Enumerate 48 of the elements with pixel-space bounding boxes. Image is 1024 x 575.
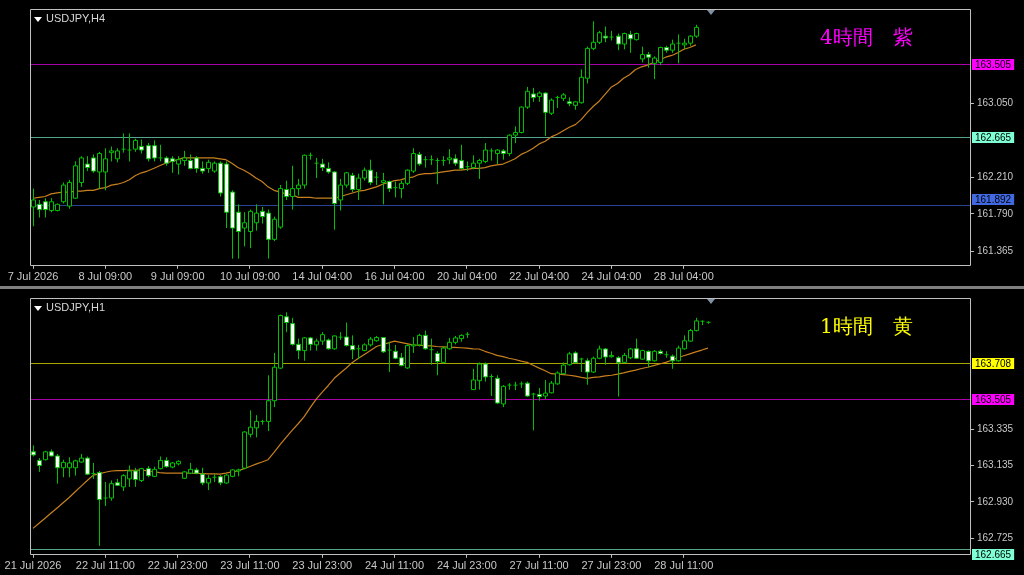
x-tick-label: 7 Jul 2026 bbox=[7, 270, 59, 283]
ref-line-label: 162.665 bbox=[975, 131, 1012, 143]
x-tick-label: 14 Jul 04:00 bbox=[292, 270, 353, 283]
x-tick-label: 9 Jul 09:00 bbox=[150, 270, 205, 283]
y-tick-label: 163.135 bbox=[977, 459, 1014, 470]
y-tick-label: 161.365 bbox=[977, 244, 1014, 256]
x-tick-label: 22 Jul 11:00 bbox=[75, 559, 135, 572]
candlestick bbox=[121, 132, 126, 154]
x-tick-label: 24 Jul 23:00 bbox=[436, 559, 497, 572]
candlestick bbox=[435, 157, 440, 185]
y-tick-label: 162.930 bbox=[977, 495, 1014, 507]
annotation: 4時間 紫 bbox=[820, 25, 913, 50]
y-tick-label: 163.335 bbox=[977, 423, 1014, 435]
y-tick-label: 161.790 bbox=[977, 207, 1014, 219]
x-tick-label: 22 Jul 23:00 bbox=[147, 559, 208, 572]
x-tick-label: 23 Jul 23:00 bbox=[292, 559, 353, 572]
chart-title: USDJPY,H1 bbox=[46, 301, 106, 314]
candlestick bbox=[429, 338, 434, 366]
x-tick-label: 16 Jul 04:00 bbox=[364, 270, 425, 283]
candlestick bbox=[429, 154, 434, 166]
ref-line-label: 161.892 bbox=[975, 193, 1012, 205]
x-tick-label: 27 Jul 23:00 bbox=[581, 559, 642, 572]
x-tick-label: 28 Jul 11:00 bbox=[654, 559, 714, 572]
y-tick-label: 162.725 bbox=[977, 532, 1014, 544]
candlestick bbox=[423, 155, 428, 169]
x-tick-label: 20 Jul 04:00 bbox=[436, 270, 497, 283]
y-tick-label: 162.210 bbox=[977, 170, 1014, 182]
chart-title: USDJPY,H4 bbox=[46, 12, 106, 25]
x-tick-label: 24 Jul 11:00 bbox=[364, 559, 425, 572]
x-tick-label: 21 Jul 2026 bbox=[4, 559, 62, 572]
ref-line-label: 163.505 bbox=[975, 393, 1012, 405]
ref-line-label: 163.708 bbox=[975, 357, 1012, 369]
x-tick-label: 28 Jul 04:00 bbox=[653, 270, 714, 283]
candlestick bbox=[387, 341, 392, 373]
x-tick-label: 22 Jul 04:00 bbox=[509, 270, 570, 283]
y-tick-label: 163.050 bbox=[977, 97, 1014, 109]
ref-line-label: 163.505 bbox=[975, 58, 1012, 70]
candlestick bbox=[664, 350, 669, 359]
x-tick-label: 8 Jul 09:00 bbox=[78, 270, 133, 283]
candlestick bbox=[489, 373, 494, 397]
candlestick bbox=[441, 155, 446, 167]
x-tick-label: 24 Jul 04:00 bbox=[581, 270, 642, 283]
ref-line-label: 162.665 bbox=[975, 548, 1012, 560]
annotation: 1時間 黄 bbox=[820, 314, 913, 339]
x-tick-label: 10 Jul 09:00 bbox=[219, 270, 280, 283]
candlestick bbox=[374, 171, 379, 186]
x-tick-label: 23 Jul 11:00 bbox=[220, 559, 280, 572]
x-tick-label: 27 Jul 11:00 bbox=[509, 559, 569, 572]
